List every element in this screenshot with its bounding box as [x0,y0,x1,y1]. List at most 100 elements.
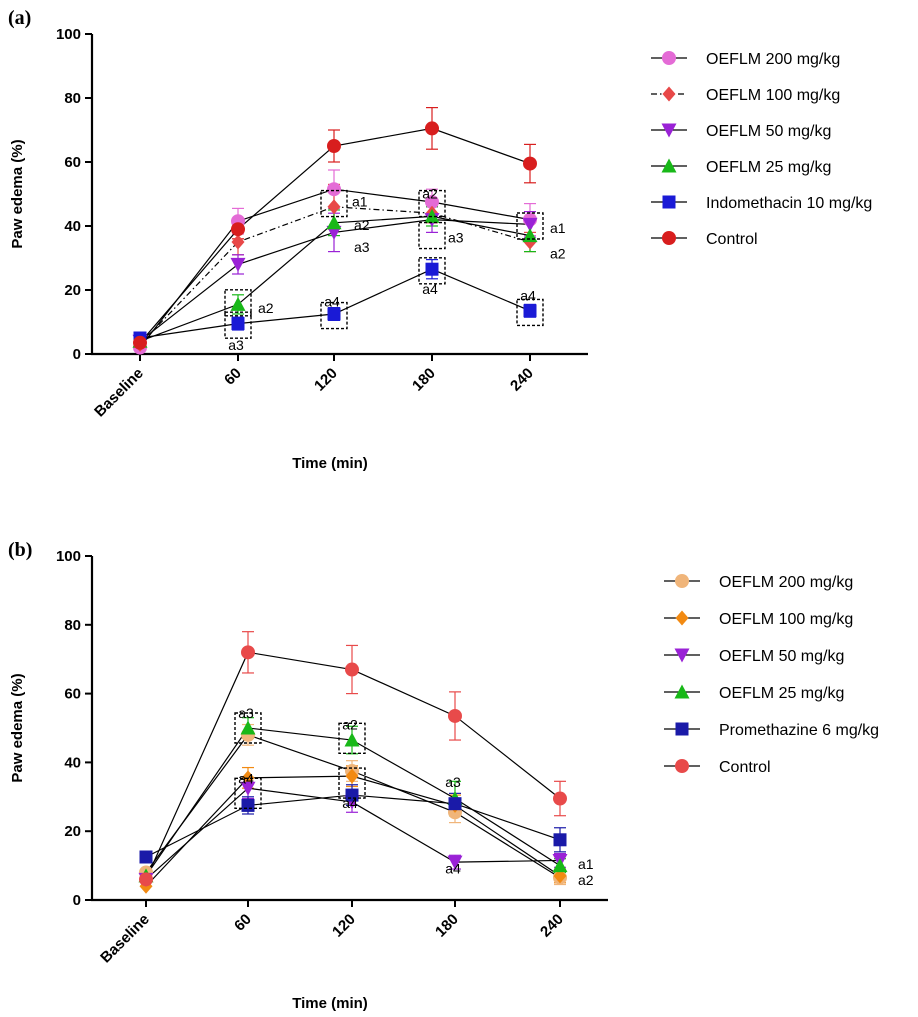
annotation-label: a3 [445,774,461,790]
annotation-label: a2 [550,245,566,261]
data-point [345,662,359,677]
data-point [553,791,567,806]
annotation-box [234,712,262,744]
y-axis-title: Paw edema (%) [9,673,26,782]
data-point [231,234,245,250]
annotation-box [338,722,366,755]
legend-label: OEFLM 25 mg/kg [706,159,831,176]
annotation-box [418,189,446,218]
x-tick-label: 240 [537,911,567,941]
annotation-label: a1 [550,220,566,236]
data-point [240,720,256,735]
y-tick-label: 60 [64,154,81,171]
annotation-label: a3 [228,337,244,353]
annotation-box [338,767,366,799]
data-point [447,855,463,870]
x-tick-label: 180 [409,365,439,395]
data-point [523,304,537,318]
y-tick-label: 80 [64,617,81,634]
x-tick-label: 60 [231,911,255,935]
data-point [448,797,462,811]
data-point [240,781,256,796]
legend-marker [661,158,677,173]
legend-marker [662,86,676,102]
data-point [139,850,153,864]
annotation-label: a2 [354,217,370,233]
data-point [231,222,245,237]
legend-label: Control [706,231,758,248]
chart-panel-b: (b) 0 20 40 60 80 100 Baseline 60 120 180 240 Time (… [8,539,879,1012]
annotation-label: a3 [448,230,464,246]
legend-label: Promethazine 6 mg/kg [719,722,879,739]
y-tick-label: 100 [56,548,81,565]
legend-marker [674,648,690,663]
legend-marker [674,684,690,699]
annotation-label: a3 [354,239,370,255]
data-point [552,858,568,873]
annotation-label: a4 [520,287,536,303]
annotation-label: a2 [422,186,438,202]
annotation-label: a4 [324,294,340,310]
data-point [241,798,255,812]
data-point [230,257,246,272]
data-point [327,182,341,197]
y-tick-label: 100 [56,26,81,43]
annotation-label: a2 [342,716,358,732]
annotation-box [234,777,262,810]
x-tick-label: Baseline [97,911,153,967]
data-point [327,139,341,153]
data-point [553,833,567,847]
annotation-box [224,289,252,317]
annotation-box [516,212,544,240]
y-axis-title: Paw edema (%) [9,139,26,248]
legend-marker [675,610,689,626]
data-point [553,868,567,884]
data-point [139,872,153,887]
data-point [523,156,537,171]
panel-label: (b) [8,539,32,561]
data-point [133,335,147,350]
legend-label: OEFLM 25 mg/kg [719,685,844,702]
data-point [326,215,342,230]
legend-marker [662,51,676,65]
data-point [522,217,538,232]
data-point [327,307,341,321]
legend-marker [661,123,677,138]
legend-label: OEFLM 200 mg/kg [706,51,840,68]
legend-marker [675,574,689,588]
legend-marker [662,195,676,209]
x-axis-title: Time (min) [292,455,368,472]
y-tick-label: 0 [73,346,81,363]
data-point [326,225,342,240]
x-tick-label: 240 [507,365,537,395]
annotation-box [418,257,446,285]
data-point [231,317,245,331]
y-tick-label: 0 [73,892,81,909]
annotation-box [224,311,252,339]
annotation-label: a4 [342,795,358,811]
x-tick-label: 120 [311,365,341,395]
annotation-label: a1 [578,856,594,872]
y-tick-label: 20 [64,823,81,840]
annotation-box [320,301,348,330]
x-axis-title: Time (min) [292,995,368,1012]
legend-marker [675,722,689,736]
y-tick-label: 40 [64,218,81,235]
annotation-box [320,189,348,218]
data-point [448,708,462,723]
legend-label: OEFLM 200 mg/kg [719,574,853,591]
data-point [425,262,439,276]
data-point [230,296,246,311]
legend-label: OEFLM 50 mg/kg [706,123,831,140]
x-tick-label: 120 [329,911,359,941]
annotation-label: a2 [578,872,594,888]
annotation-label: a1 [352,194,368,210]
x-tick-label: 60 [221,365,245,389]
data-point [327,199,341,215]
data-point [425,195,439,209]
data-point [241,645,255,660]
x-tick-label: Baseline [91,365,147,421]
x-tick-label: 180 [432,911,462,941]
chart-panel-a: (a) 0 20 40 60 80 100 Baseline 60 120 180 240 Time (… [8,7,872,472]
